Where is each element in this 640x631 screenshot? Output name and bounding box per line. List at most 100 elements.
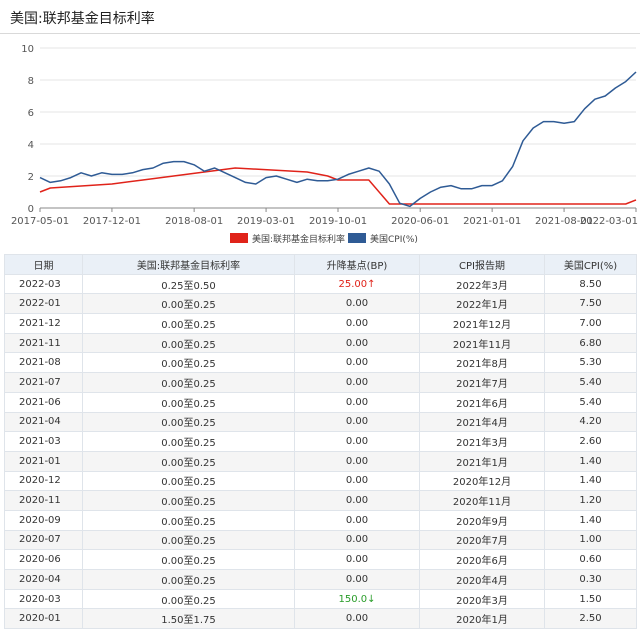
table-row: 2020-01 1.50至1.75 0.00 2020年1月 2.50	[4, 608, 637, 630]
cell-date: 2021-07	[4, 372, 83, 393]
legend-swatch-cpi	[348, 233, 366, 243]
cell-date: 2020-04	[4, 569, 83, 590]
table-row: 2020-11 0.00至0.25 0.00 2020年11月 1.20	[4, 490, 637, 511]
table-row: 2021-06 0.00至0.25 0.00 2021年6月 5.40	[4, 391, 637, 413]
data-table-container: 日期 美国:联邦基金目标利率 升降基点(BP) CPI报告期 美国CPI(%) …	[4, 254, 637, 630]
cell-cpi: 0.60	[544, 549, 637, 570]
cell-cpi: 1.50	[544, 588, 637, 610]
cell-bp: 0.00	[294, 313, 420, 334]
x-tick-label: 2018-08-01	[165, 216, 223, 227]
cell-bp: 0.00	[294, 411, 420, 433]
cell-date: 2020-07	[4, 529, 83, 551]
cell-cpi: 1.40	[544, 450, 637, 472]
y-tick-label: 10	[21, 44, 34, 55]
cell-period: 2021年3月	[419, 431, 545, 452]
cell-period: 2020年3月	[419, 588, 545, 610]
cell-bp: 0.00	[294, 470, 420, 492]
cell-cpi: 0.30	[544, 569, 637, 590]
y-tick-label: 6	[28, 108, 34, 119]
cell-bp: 150.0↓	[294, 588, 420, 610]
cell-bp: 0.00	[294, 372, 420, 393]
cell-cpi: 8.50	[544, 273, 637, 295]
cell-date: 2020-01	[4, 608, 83, 630]
cell-rate: 0.00至0.25	[82, 490, 295, 511]
header-period: CPI报告期	[419, 254, 545, 275]
x-tick-label: 2019-10-01	[309, 216, 367, 227]
cell-date: 2020-11	[4, 490, 83, 511]
cell-date: 2021-12	[4, 313, 83, 334]
cell-period: 2020年7月	[419, 529, 545, 551]
cell-cpi: 5.40	[544, 372, 637, 393]
cell-rate: 0.00至0.25	[82, 509, 295, 531]
cell-period: 2021年12月	[419, 313, 545, 334]
cell-period: 2021年7月	[419, 372, 545, 393]
cell-rate: 0.00至0.25	[82, 372, 295, 393]
y-tick-label: 2	[28, 172, 34, 183]
line-chart: 0 2 4 6 8 10 2017-05-01 2017-12-01 2018-08-01 201…	[11, 44, 638, 245]
x-tick-label: 2020-06-01	[391, 216, 449, 227]
cell-date: 2021-06	[4, 391, 83, 413]
table-row: 2022-01 0.00至0.25 0.00 2022年1月 7.50	[4, 293, 637, 315]
fed-rate-line	[39, 167, 637, 205]
cell-cpi: 2.50	[544, 608, 637, 630]
x-tick-label: 2022-03-01	[580, 216, 638, 227]
cell-bp: 0.00	[294, 529, 420, 551]
cell-bp: 25.00↑	[294, 273, 420, 295]
table-row: 2021-04 0.00至0.25 0.00 2021年4月 4.20	[4, 411, 637, 433]
y-tick-label: 8	[28, 76, 34, 87]
legend-swatch-fed-rate	[230, 233, 248, 243]
table-row: 2020-12 0.00至0.25 0.00 2020年12月 1.40	[4, 470, 637, 492]
cell-date: 2020-03	[4, 588, 83, 610]
cell-rate: 0.00至0.25	[82, 293, 295, 315]
cell-date: 2020-12	[4, 470, 83, 492]
cell-period: 2020年11月	[419, 490, 545, 511]
cell-rate: 0.00至0.25	[82, 391, 295, 413]
cell-date: 2020-06	[4, 549, 83, 570]
table-row: 2020-09 0.00至0.25 0.00 2020年9月 1.40	[4, 509, 637, 531]
cell-cpi: 1.20	[544, 490, 637, 511]
cell-period: 2021年6月	[419, 391, 545, 413]
cell-period: 2020年9月	[419, 509, 545, 531]
cell-rate: 0.00至0.25	[82, 450, 295, 472]
cell-bp: 0.00	[294, 293, 420, 315]
table-row: 2021-11 0.00至0.25 0.00 2021年11月 6.80	[4, 332, 637, 354]
cell-cpi: 1.00	[544, 529, 637, 551]
table-row: 2022-03 0.25至0.50 25.00↑ 2022年3月 8.50	[4, 273, 637, 295]
cell-date: 2022-03	[4, 273, 83, 295]
x-tick-label: 2017-12-01	[83, 216, 141, 227]
cell-cpi: 2.60	[544, 431, 637, 452]
cell-bp: 0.00	[294, 450, 420, 472]
cell-rate: 1.50至1.75	[82, 608, 295, 630]
cell-date: 2021-08	[4, 352, 83, 374]
x-tick-label: 2021-08-01	[535, 216, 593, 227]
cell-rate: 0.00至0.25	[82, 549, 295, 570]
table-row: 2020-04 0.00至0.25 0.00 2020年4月 0.30	[4, 569, 637, 590]
cell-cpi: 4.20	[544, 411, 637, 433]
cell-rate: 0.25至0.50	[82, 273, 295, 295]
cell-period: 2020年6月	[419, 549, 545, 570]
cell-date: 2022-01	[4, 293, 83, 315]
header-date: 日期	[4, 254, 83, 275]
cell-period: 2022年3月	[419, 273, 545, 295]
legend-label-cpi: 美国CPI(%)	[370, 233, 418, 245]
cell-period: 2021年4月	[419, 411, 545, 433]
table-header-row: 日期 美国:联邦基金目标利率 升降基点(BP) CPI报告期 美国CPI(%)	[4, 254, 637, 275]
y-tick-label: 4	[28, 140, 34, 151]
cell-cpi: 1.40	[544, 470, 637, 492]
cell-bp: 0.00	[294, 569, 420, 590]
cell-date: 2020-09	[4, 509, 83, 531]
cell-rate: 0.00至0.25	[82, 313, 295, 334]
cpi-line	[39, 71, 637, 208]
x-tick-label: 2021-01-01	[463, 216, 521, 227]
cell-bp: 0.00	[294, 490, 420, 511]
page-title: 美国:联邦基金目标利率	[10, 11, 155, 27]
cell-bp: 0.00	[294, 509, 420, 531]
table-row: 2021-03 0.00至0.25 0.00 2021年3月 2.60	[4, 431, 637, 452]
cell-cpi: 5.40	[544, 391, 637, 413]
cell-bp: 0.00	[294, 391, 420, 413]
cell-cpi: 7.50	[544, 293, 637, 315]
table-row: 2020-07 0.00至0.25 0.00 2020年7月 1.00	[4, 529, 637, 551]
cell-bp: 0.00	[294, 431, 420, 452]
table-row: 2021-12 0.00至0.25 0.00 2021年12月 7.00	[4, 313, 637, 334]
cell-bp: 0.00	[294, 352, 420, 374]
